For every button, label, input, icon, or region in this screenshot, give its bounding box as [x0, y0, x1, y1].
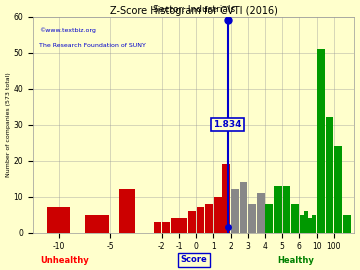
- Bar: [154, 222, 162, 232]
- Bar: [85, 215, 109, 232]
- Bar: [120, 189, 135, 232]
- Y-axis label: Number of companies (573 total): Number of companies (573 total): [5, 72, 10, 177]
- Bar: [283, 186, 291, 232]
- Bar: [205, 204, 213, 232]
- Bar: [291, 204, 299, 232]
- Bar: [214, 197, 222, 232]
- Bar: [274, 186, 282, 232]
- Bar: [343, 215, 351, 232]
- Bar: [304, 211, 308, 232]
- Bar: [222, 164, 230, 232]
- Bar: [197, 207, 204, 232]
- Bar: [47, 207, 71, 232]
- Text: Sector: Industrials: Sector: Industrials: [153, 5, 235, 15]
- Text: ©www.textbiz.org: ©www.textbiz.org: [39, 28, 96, 33]
- Bar: [171, 218, 179, 232]
- Text: The Research Foundation of SUNY: The Research Foundation of SUNY: [39, 43, 146, 48]
- Text: Healthy: Healthy: [277, 256, 314, 265]
- Bar: [248, 204, 256, 232]
- Bar: [188, 211, 196, 232]
- Bar: [312, 215, 316, 232]
- Bar: [317, 49, 325, 232]
- Bar: [231, 189, 239, 232]
- Bar: [334, 146, 342, 232]
- Bar: [179, 218, 187, 232]
- Bar: [239, 182, 247, 232]
- Bar: [325, 117, 333, 232]
- Text: Unhealthy: Unhealthy: [40, 256, 89, 265]
- Bar: [162, 222, 170, 232]
- Text: 1.834: 1.834: [213, 120, 242, 129]
- Bar: [300, 215, 308, 232]
- Title: Z-Score Histogram for CVTI (2016): Z-Score Histogram for CVTI (2016): [110, 6, 278, 16]
- Bar: [257, 193, 265, 232]
- X-axis label: Score: Score: [180, 255, 207, 264]
- Bar: [308, 218, 312, 232]
- Bar: [265, 204, 273, 232]
